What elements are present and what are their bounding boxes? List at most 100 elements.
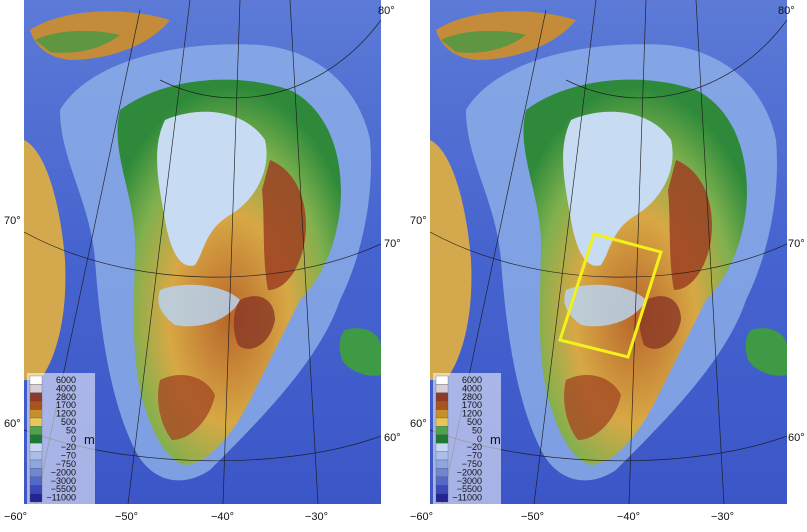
lat-label: 70° (4, 215, 21, 227)
highland-southeast (233, 296, 275, 349)
iceland (745, 328, 787, 376)
legend-value: 1200 (462, 409, 482, 419)
legend-unit: m (84, 432, 95, 447)
lon-label: −40° (617, 511, 640, 523)
legend-swatch (435, 409, 449, 419)
legend-swatch (29, 401, 43, 410)
legend-swatch (29, 392, 43, 402)
legend-value: 0 (477, 434, 482, 444)
legend-value: 6000 (56, 375, 76, 385)
legend-value: 1700 (56, 400, 76, 410)
legend-swatch (29, 451, 43, 461)
legend-swatch (435, 375, 449, 385)
baffin-island (24, 140, 66, 380)
legend-swatch (435, 392, 449, 402)
legend-value: 6000 (462, 375, 482, 385)
meridian-line (628, 0, 647, 504)
meridian-line (289, 0, 319, 504)
lon-label: −30° (305, 511, 328, 523)
legend-swatch (435, 384, 449, 393)
legend-value: 50 (66, 425, 76, 435)
legend-swatch (435, 485, 449, 494)
lon-label: −30° (711, 511, 734, 523)
legend-swatch (435, 468, 449, 477)
legend-swatch (29, 409, 43, 419)
legend-value: −70 (61, 451, 76, 461)
legend-value: −2000 (51, 467, 76, 477)
lon-label: −60° (4, 511, 27, 523)
legend-value: −20 (61, 442, 76, 452)
lat-label: 60° (788, 432, 805, 444)
lat-label: 60° (410, 418, 427, 430)
parallel-line (430, 231, 787, 278)
legend-value: −20 (467, 442, 482, 452)
legend-value: 1200 (56, 409, 76, 419)
axis-labels-right: −60° −50° −40° −30° 80° 70° 70° 60° 60° (410, 5, 805, 523)
ice-sheet (157, 111, 267, 266)
legend-value: −3000 (457, 476, 482, 486)
legend-value: −750 (462, 459, 482, 469)
highland-east (668, 160, 712, 290)
legend-swatch (435, 443, 449, 452)
lat-label: 60° (384, 432, 401, 444)
axis-labels-left: −60° −50° −40° −30° 80° 70° 70° 60° 60° (4, 5, 401, 523)
legend-swatch (435, 451, 449, 461)
legend-value: −3000 (51, 476, 76, 486)
legend-value: −2000 (457, 467, 482, 477)
lon-label: −60° (410, 511, 433, 523)
legend-value: −5500 (51, 484, 76, 494)
legend-swatch (29, 375, 43, 385)
legend-swatch (29, 468, 43, 477)
baffin-island (430, 140, 472, 380)
lat-label: 60° (4, 418, 21, 430)
arctic-islands-green (441, 30, 526, 53)
legend-value: 500 (467, 417, 482, 427)
legend-swatch (29, 417, 43, 427)
lon-label: −40° (211, 511, 234, 523)
legend-swatch (29, 443, 43, 452)
highland-east (262, 160, 306, 290)
legend-swatch (435, 417, 449, 427)
legend-swatch (29, 459, 43, 469)
legend-swatch (29, 476, 43, 486)
legend-value: 2800 (56, 392, 76, 402)
lat-label: 70° (384, 238, 401, 250)
legend-swatch (435, 401, 449, 410)
legend-swatch (29, 384, 43, 393)
legend-swatch (29, 493, 43, 503)
parallel-line (159, 19, 381, 99)
legend-value: −11000 (46, 493, 76, 503)
lat-label: 70° (410, 215, 427, 227)
legend-unit: m (490, 432, 501, 447)
iceland (339, 328, 381, 376)
legend-swatch (435, 426, 449, 435)
lon-label: −50° (521, 511, 544, 523)
parallel-line (24, 231, 381, 278)
legend-value: 4000 (462, 383, 482, 393)
legend-value: 500 (61, 417, 76, 427)
meridian-line (695, 0, 725, 504)
legend-swatch (435, 459, 449, 469)
legend-swatch (29, 426, 43, 435)
map-panel-right (430, 0, 787, 504)
highland-southeast (639, 296, 681, 349)
highlight-box (558, 232, 663, 359)
legend-left: 60004000280017001200500500−20−70−750−200… (27, 373, 95, 505)
lon-label: −50° (115, 511, 138, 523)
legend-value: −11000 (452, 493, 482, 503)
legend-swatch (29, 485, 43, 494)
legend-value: 0 (71, 434, 76, 444)
legend-value: 50 (472, 425, 482, 435)
ice-sheet-south (564, 284, 646, 327)
meridian-line (533, 0, 597, 504)
legend-swatch (435, 476, 449, 486)
lat-label: 80° (378, 5, 395, 17)
legend-value: −750 (56, 459, 76, 469)
legend-value: −70 (467, 451, 482, 461)
legend-swatch (29, 434, 43, 444)
ice-sheet-south (158, 284, 240, 327)
legend-value: 1700 (462, 400, 482, 410)
highland-south (564, 375, 621, 440)
legend-swatch (435, 493, 449, 503)
arctic-islands-green (35, 30, 120, 53)
